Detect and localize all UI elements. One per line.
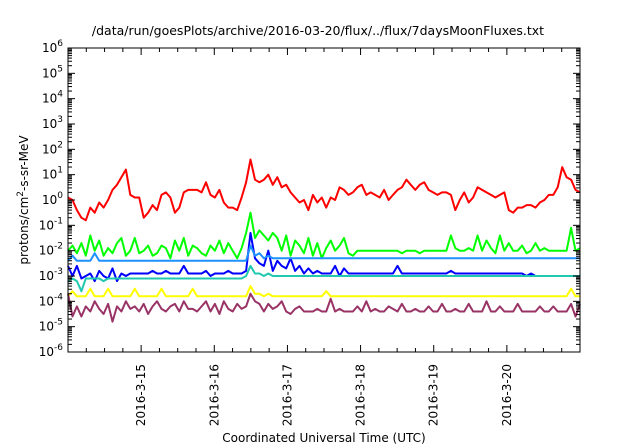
chart-title: /data/run/goesPlots/archive/2016-03-20/f… — [92, 23, 544, 38]
y-axis: 10-610-510-410-310-210-11001011021031041… — [39, 39, 580, 359]
x-tick-label: 2016-3-15 — [134, 364, 148, 426]
y-tick-exponent: 0 — [57, 191, 63, 201]
series-line-0 — [67, 158, 581, 222]
y-tick-exponent: -1 — [54, 216, 63, 226]
series-line-1 — [67, 211, 581, 260]
y-tick-base: 10 — [39, 218, 54, 232]
y-tick-base: 10 — [42, 41, 57, 55]
y-tick-exponent: -2 — [54, 242, 63, 252]
series-line-3 — [67, 244, 580, 262]
y-tick-label: 105 — [42, 64, 63, 80]
y-tick-label: 103 — [42, 115, 63, 131]
x-tick-label: 2016-3-19 — [427, 364, 441, 426]
y-tick-label: 106 — [42, 39, 63, 55]
x-tick-label: 2016-3-16 — [207, 364, 221, 426]
y-tick-base: 10 — [42, 92, 57, 106]
y-tick-base: 10 — [39, 320, 54, 334]
y-tick-exponent: 1 — [57, 166, 63, 176]
y-axis-label-superscript: 2 — [16, 191, 26, 197]
y-tick-label: 10-5 — [39, 318, 63, 334]
y-tick-exponent: -6 — [54, 343, 63, 353]
y-tick-label: 100 — [42, 191, 63, 207]
x-axis-label: Coordinated Universal Time (UTC) — [222, 431, 425, 445]
y-tick-base: 10 — [39, 294, 54, 308]
x-axis: 2016-3-15 2016-3-16 2016-3-17 2016-3-18 2016… — [85, 48, 563, 426]
y-tick-exponent: 2 — [57, 140, 63, 150]
y-tick-label: 104 — [42, 90, 63, 106]
series-line-2 — [67, 231, 580, 283]
y-axis-label: protons/cm2-s-sr-MeV — [16, 135, 31, 265]
y-tick-exponent: -5 — [54, 318, 63, 328]
series-layer — [67, 158, 581, 323]
y-tick-label: 101 — [42, 166, 63, 182]
x-tick-label: 2016-3-20 — [500, 364, 514, 426]
y-tick-exponent: 3 — [57, 115, 63, 125]
y-tick-base: 10 — [42, 193, 57, 207]
y-tick-label: 10-1 — [39, 216, 63, 232]
y-tick-base: 10 — [42, 117, 57, 131]
y-tick-exponent: -4 — [54, 292, 63, 302]
y-tick-exponent: 6 — [57, 39, 63, 49]
series-line-5 — [67, 285, 580, 298]
y-axis-label-suffix: -s-sr-MeV — [17, 135, 31, 191]
series-line-6 — [67, 292, 581, 323]
y-tick-base: 10 — [42, 168, 57, 182]
y-tick-label: 10-6 — [39, 343, 64, 359]
y-tick-base: 10 — [42, 142, 57, 156]
y-tick-label: 10-3 — [39, 267, 63, 283]
y-tick-exponent: -3 — [54, 267, 63, 277]
y-tick-label: 102 — [42, 140, 63, 156]
y-tick-label: 10-4 — [39, 292, 64, 308]
y-tick-base: 10 — [42, 66, 57, 80]
y-tick-base: 10 — [39, 345, 54, 359]
series-line-4 — [67, 264, 580, 293]
y-axis-label-prefix: protons/cm — [17, 197, 31, 265]
y-tick-exponent: 5 — [57, 64, 63, 74]
y-tick-exponent: 4 — [57, 90, 63, 100]
x-tick-label: 2016-3-18 — [354, 364, 368, 426]
y-tick-base: 10 — [39, 269, 54, 283]
y-tick-label: 10-2 — [39, 242, 63, 258]
y-tick-base: 10 — [39, 244, 54, 258]
x-tick-label: 2016-3-17 — [280, 364, 294, 426]
